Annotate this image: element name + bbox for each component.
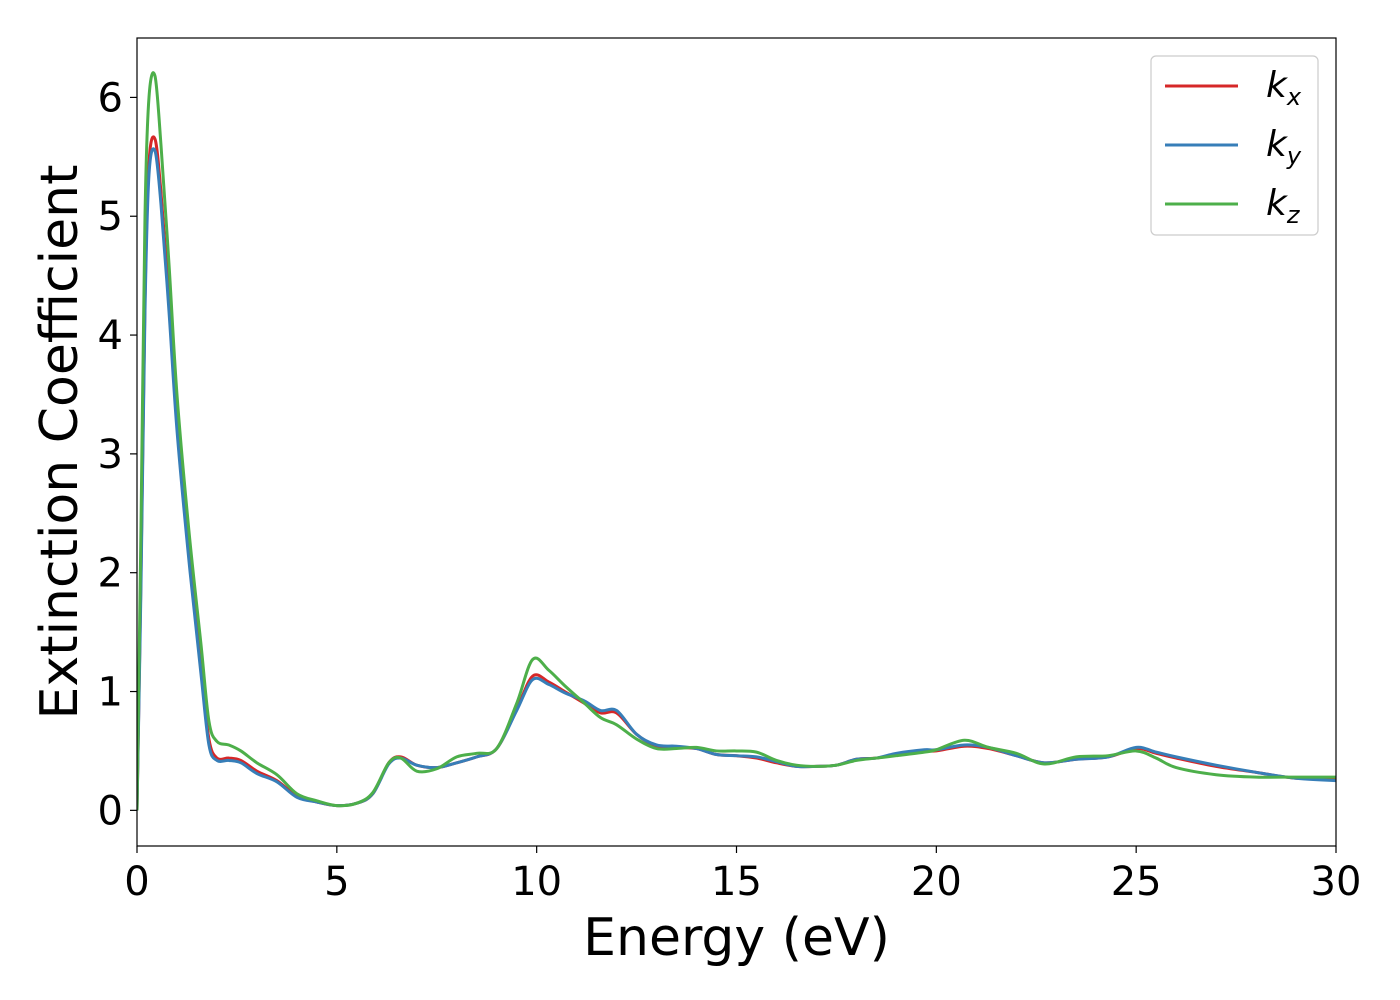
legend-label-subscript: y: [1286, 142, 1302, 170]
y-tick-label: 4: [98, 313, 123, 359]
y-tick-label: 2: [98, 551, 123, 597]
legend-label-subscript: z: [1286, 201, 1301, 229]
x-tick-label: 0: [124, 859, 149, 905]
legend-label-symbol: k: [1266, 124, 1289, 165]
x-tick-label: 30: [1311, 859, 1362, 905]
legend-label-subscript: x: [1286, 83, 1302, 111]
x-tick-label: 15: [711, 859, 762, 905]
x-tick-label: 5: [324, 859, 349, 905]
y-tick-label: 3: [98, 432, 123, 478]
y-axis-label: Extinction Coefficient: [30, 165, 90, 720]
x-axis-label: Energy (eV): [583, 908, 890, 968]
y-axis-ticks: 0 1 2 3 4 5 6: [98, 75, 137, 834]
x-tick-label: 10: [511, 859, 562, 905]
series-line-kx: [137, 135, 1336, 811]
x-axis-ticks: 0 5 10 15 20 25 30: [124, 846, 1361, 905]
y-tick-label: 6: [98, 75, 123, 121]
legend-label: kx: [1266, 65, 1302, 111]
series-line-ky: [137, 147, 1336, 811]
x-tick-label: 20: [911, 859, 962, 905]
series-line-kz: [137, 71, 1336, 811]
x-tick-label: 25: [1111, 859, 1162, 905]
series-layer: [137, 71, 1336, 811]
legend-label-symbol: k: [1266, 65, 1289, 106]
y-tick-label: 1: [98, 670, 123, 716]
legend-label: ky: [1266, 124, 1302, 170]
legend-label-symbol: k: [1266, 183, 1289, 224]
y-tick-label: 0: [98, 788, 123, 834]
legend-label: kz: [1266, 183, 1301, 229]
y-tick-label: 5: [98, 194, 123, 240]
